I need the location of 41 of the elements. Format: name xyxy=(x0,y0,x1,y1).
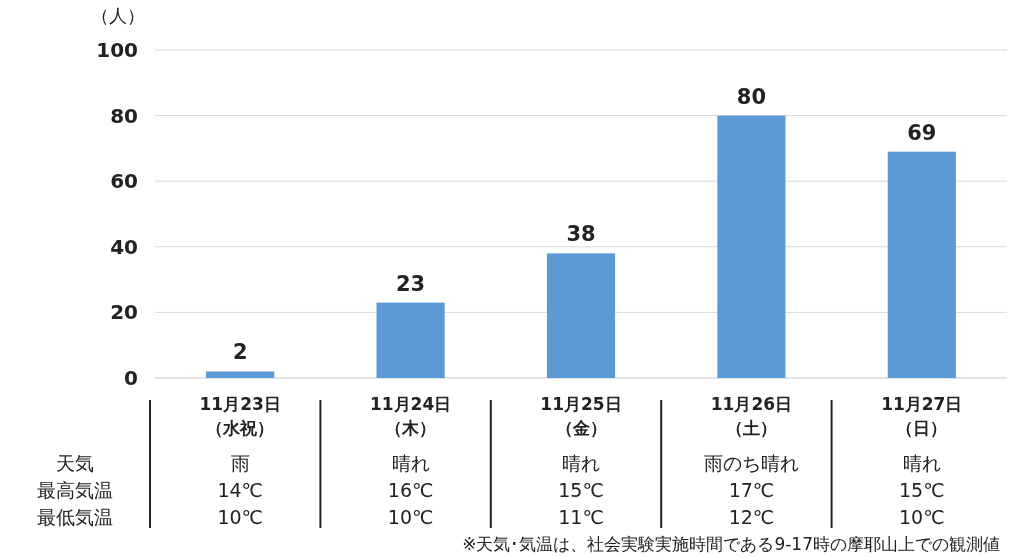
bar xyxy=(206,371,275,378)
text: 15℃ xyxy=(558,479,604,501)
y-tick-label: 40 xyxy=(110,234,138,259)
text: 11℃ xyxy=(558,506,604,528)
data-label: 23 xyxy=(395,271,426,296)
text: 最高気温 xyxy=(37,479,113,501)
text: 最低気温 xyxy=(37,506,113,528)
text: 15℃ xyxy=(899,479,945,501)
text: 10℃ xyxy=(387,506,434,528)
text: 雨のち晴れ xyxy=(703,452,799,474)
data-label: 2 xyxy=(232,340,248,365)
y-tick-label: 100 xyxy=(96,38,138,62)
y-tick-label: 80 xyxy=(110,103,138,128)
x-tick-label: 11月26日（土） xyxy=(710,394,793,438)
y-axis-title: （人） xyxy=(91,5,145,26)
text: 14℃ xyxy=(217,479,263,501)
x-tick-label: 11月24日（木） xyxy=(369,394,452,438)
text: 晴れ xyxy=(902,452,941,474)
text: 雨 xyxy=(230,452,250,474)
text: 10℃ xyxy=(217,506,263,528)
text: 天気 xyxy=(56,452,94,474)
bar xyxy=(887,151,956,378)
x-tick-label: 11月25日（金） xyxy=(540,394,622,438)
text: 晴れ xyxy=(391,452,430,474)
text: ※天気･気温は、社会実験実施時間である9-17時の摩耶山上での観測値 xyxy=(462,534,1000,554)
y-tick-label: 60 xyxy=(110,169,138,194)
text: 12℃ xyxy=(728,506,775,528)
text: 16℃ xyxy=(387,479,434,501)
data-label: 38 xyxy=(566,222,596,247)
bar xyxy=(546,253,616,378)
text: 17℃ xyxy=(728,479,775,501)
x-tick-label: 11月27日（日） xyxy=(881,394,963,438)
y-tick-label: 0 xyxy=(124,366,138,390)
y-tick-label: 20 xyxy=(110,300,138,325)
data-label: 80 xyxy=(736,84,767,109)
data-label: 69 xyxy=(907,120,937,145)
x-tick-label: 11月23日（水祝） xyxy=(199,394,281,438)
bar xyxy=(376,302,445,378)
text: 晴れ xyxy=(562,452,600,474)
bar xyxy=(717,115,786,378)
text: 10℃ xyxy=(899,506,945,528)
